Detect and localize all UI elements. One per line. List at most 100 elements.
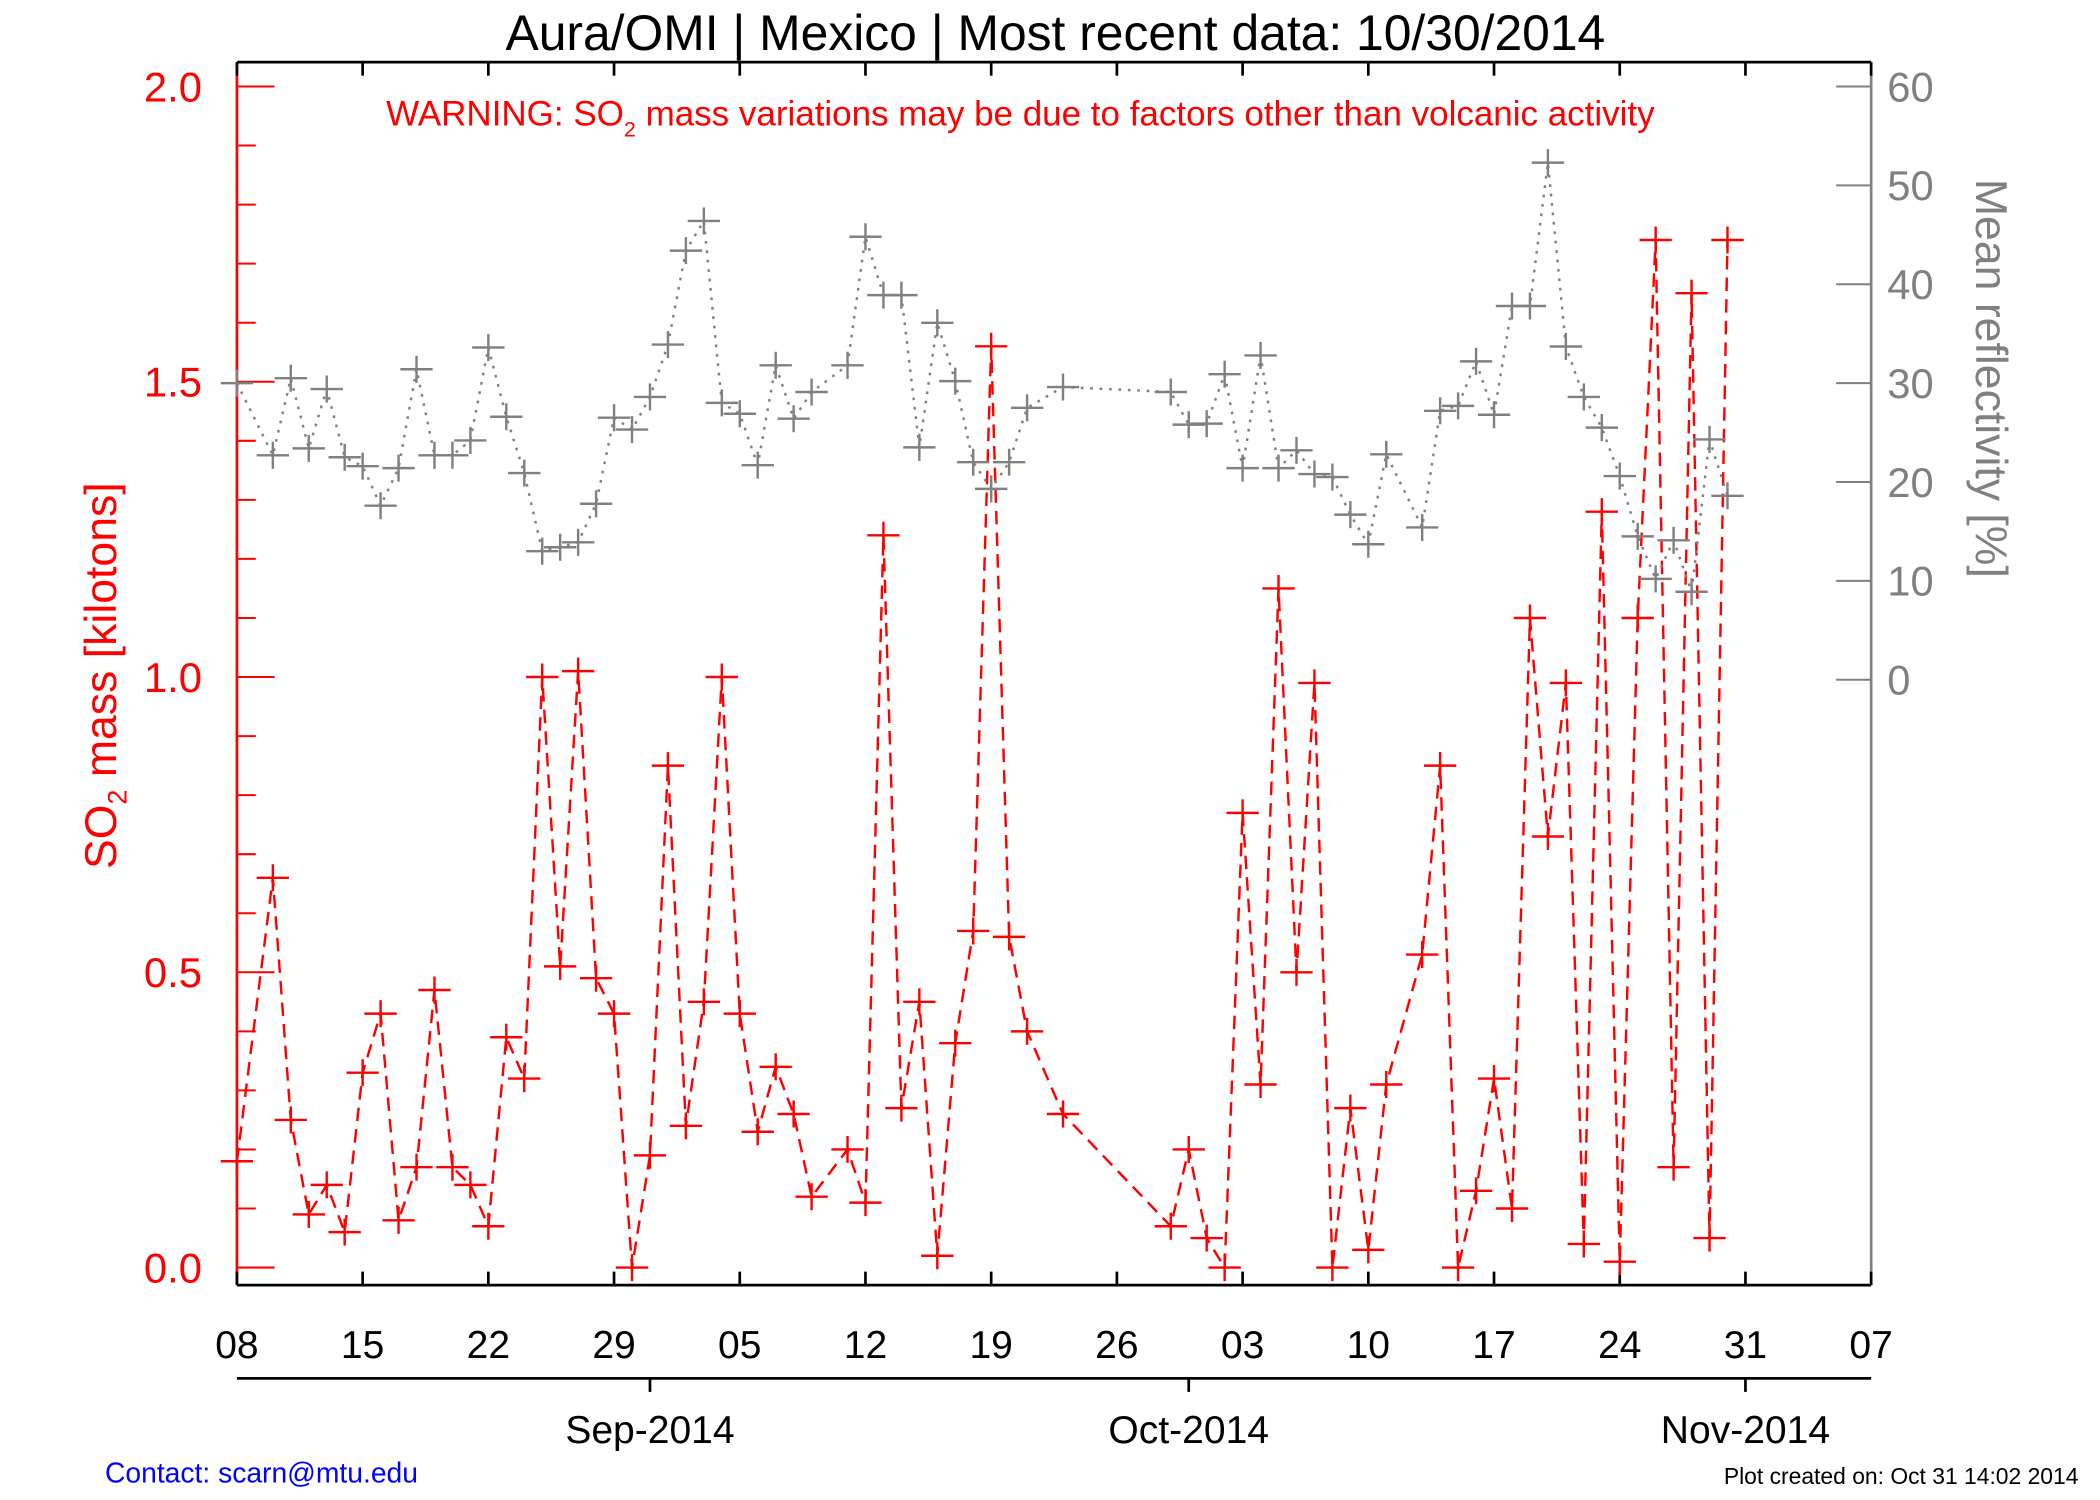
so2-point bbox=[1585, 498, 1618, 526]
reflectivity-point bbox=[957, 448, 990, 476]
so2-point bbox=[544, 952, 577, 980]
so2-point bbox=[1280, 958, 1313, 986]
reflectivity-point bbox=[382, 454, 415, 482]
reflectivity-point bbox=[364, 492, 397, 520]
x-tick-label: 17 bbox=[1472, 1324, 1515, 1367]
reflectivity-point bbox=[561, 528, 595, 556]
x-tick-label: 24 bbox=[1598, 1324, 1641, 1367]
so2-point bbox=[508, 1065, 541, 1093]
reflectivity-point bbox=[1190, 410, 1223, 438]
reflectivity-point bbox=[274, 364, 307, 392]
reflectivity-point bbox=[831, 351, 864, 379]
reflectivity-point bbox=[921, 309, 954, 337]
reflectivity-point bbox=[1549, 333, 1583, 361]
x-tick-label: 05 bbox=[718, 1324, 761, 1367]
so2-point bbox=[903, 988, 936, 1016]
reflectivity-point bbox=[939, 367, 972, 395]
reflectivity-point bbox=[454, 426, 487, 454]
month-label: Oct-2014 bbox=[1108, 1409, 1269, 1452]
so2-point bbox=[328, 1218, 361, 1246]
so2-point bbox=[1603, 1248, 1636, 1276]
so2-point bbox=[1406, 941, 1439, 969]
so2-point bbox=[400, 1153, 433, 1181]
month-label: Sep-2014 bbox=[565, 1409, 734, 1452]
so2-point bbox=[292, 1200, 325, 1228]
reflectivity-point bbox=[436, 441, 469, 469]
reflectivity-point bbox=[1370, 440, 1403, 468]
reflectivity-point bbox=[1513, 292, 1547, 320]
reflectivity-point bbox=[400, 355, 433, 383]
reflectivity-point bbox=[579, 490, 613, 518]
reflectivity-point bbox=[508, 459, 541, 487]
so2-point bbox=[579, 964, 613, 992]
so2-point bbox=[436, 1153, 469, 1181]
so2-point bbox=[1441, 1254, 1475, 1282]
so2-point bbox=[1495, 1194, 1529, 1223]
so2-point bbox=[1316, 1254, 1349, 1282]
reflectivity-point bbox=[1316, 463, 1349, 491]
so2-point bbox=[1639, 226, 1672, 254]
reflectivity-point bbox=[1693, 425, 1726, 453]
reflectivity-point bbox=[1406, 513, 1439, 541]
left-tick-label: 0.0 bbox=[144, 1244, 202, 1291]
so2-point bbox=[1459, 1177, 1493, 1205]
so2-point bbox=[615, 1254, 649, 1282]
so2-point bbox=[849, 1189, 882, 1217]
so2-point bbox=[1298, 669, 1331, 697]
reflectivity-point bbox=[292, 434, 325, 462]
x-tick-label: 26 bbox=[1095, 1324, 1138, 1367]
reflectivity-point bbox=[1262, 454, 1295, 482]
left-axis-label: SO2 mass [kilotons] bbox=[77, 482, 133, 869]
reflectivity-point bbox=[885, 281, 918, 309]
reflectivity-point bbox=[1621, 522, 1654, 550]
x-tick-label: 15 bbox=[341, 1324, 384, 1367]
x-tick-label: 19 bbox=[969, 1324, 1012, 1367]
so2-point bbox=[1352, 1236, 1385, 1264]
reflectivity-point bbox=[490, 403, 523, 431]
reflectivity-point bbox=[256, 441, 289, 469]
x-tick-label: 10 bbox=[1347, 1324, 1390, 1367]
so2-point bbox=[1154, 1212, 1187, 1240]
x-tick-label: 08 bbox=[215, 1324, 258, 1367]
reflectivity-point bbox=[1657, 526, 1690, 554]
reflectivity-point bbox=[310, 375, 343, 403]
reflectivity-point bbox=[544, 533, 577, 561]
reflectivity-point bbox=[903, 433, 936, 461]
so2-point bbox=[975, 332, 1008, 360]
so2-point bbox=[723, 1000, 756, 1028]
so2-point bbox=[1244, 1070, 1277, 1099]
so2-point bbox=[651, 752, 685, 780]
reflectivity-point bbox=[1046, 373, 1080, 401]
so2-point bbox=[220, 1147, 254, 1175]
so2-point bbox=[885, 1094, 918, 1122]
so2-point bbox=[831, 1135, 864, 1163]
reflectivity-point bbox=[759, 351, 792, 379]
x-tick-label: 29 bbox=[592, 1324, 635, 1367]
reflectivity-point bbox=[651, 331, 685, 359]
reflectivity-point bbox=[1208, 360, 1241, 388]
reflectivity-point bbox=[1226, 454, 1259, 482]
so2-point bbox=[795, 1183, 828, 1211]
so2-point bbox=[1549, 669, 1583, 697]
reflectivity-point bbox=[526, 537, 559, 565]
so2-line bbox=[235, 239, 1729, 1272]
reflectivity-point bbox=[777, 405, 810, 433]
reflectivity-point bbox=[669, 237, 703, 265]
so2-point bbox=[1711, 226, 1744, 254]
so2-point bbox=[561, 657, 595, 685]
so2-point bbox=[1513, 604, 1547, 632]
reflectivity-point bbox=[615, 416, 649, 444]
left-tick-label: 1.0 bbox=[144, 654, 202, 701]
right-tick-label: 40 bbox=[1887, 261, 1933, 308]
reflectivity-point bbox=[1675, 578, 1708, 606]
so2-point bbox=[705, 663, 738, 691]
so2-point bbox=[669, 1112, 703, 1140]
reflectivity-point bbox=[1010, 394, 1044, 422]
right-tick-label: 30 bbox=[1887, 360, 1933, 407]
reflectivity-point bbox=[1603, 462, 1636, 490]
so2-point bbox=[364, 1000, 397, 1028]
so2-point bbox=[1262, 574, 1295, 602]
so2-point bbox=[1531, 822, 1565, 850]
contact-link[interactable]: Contact: scarn@mtu.edu bbox=[105, 1457, 418, 1489]
